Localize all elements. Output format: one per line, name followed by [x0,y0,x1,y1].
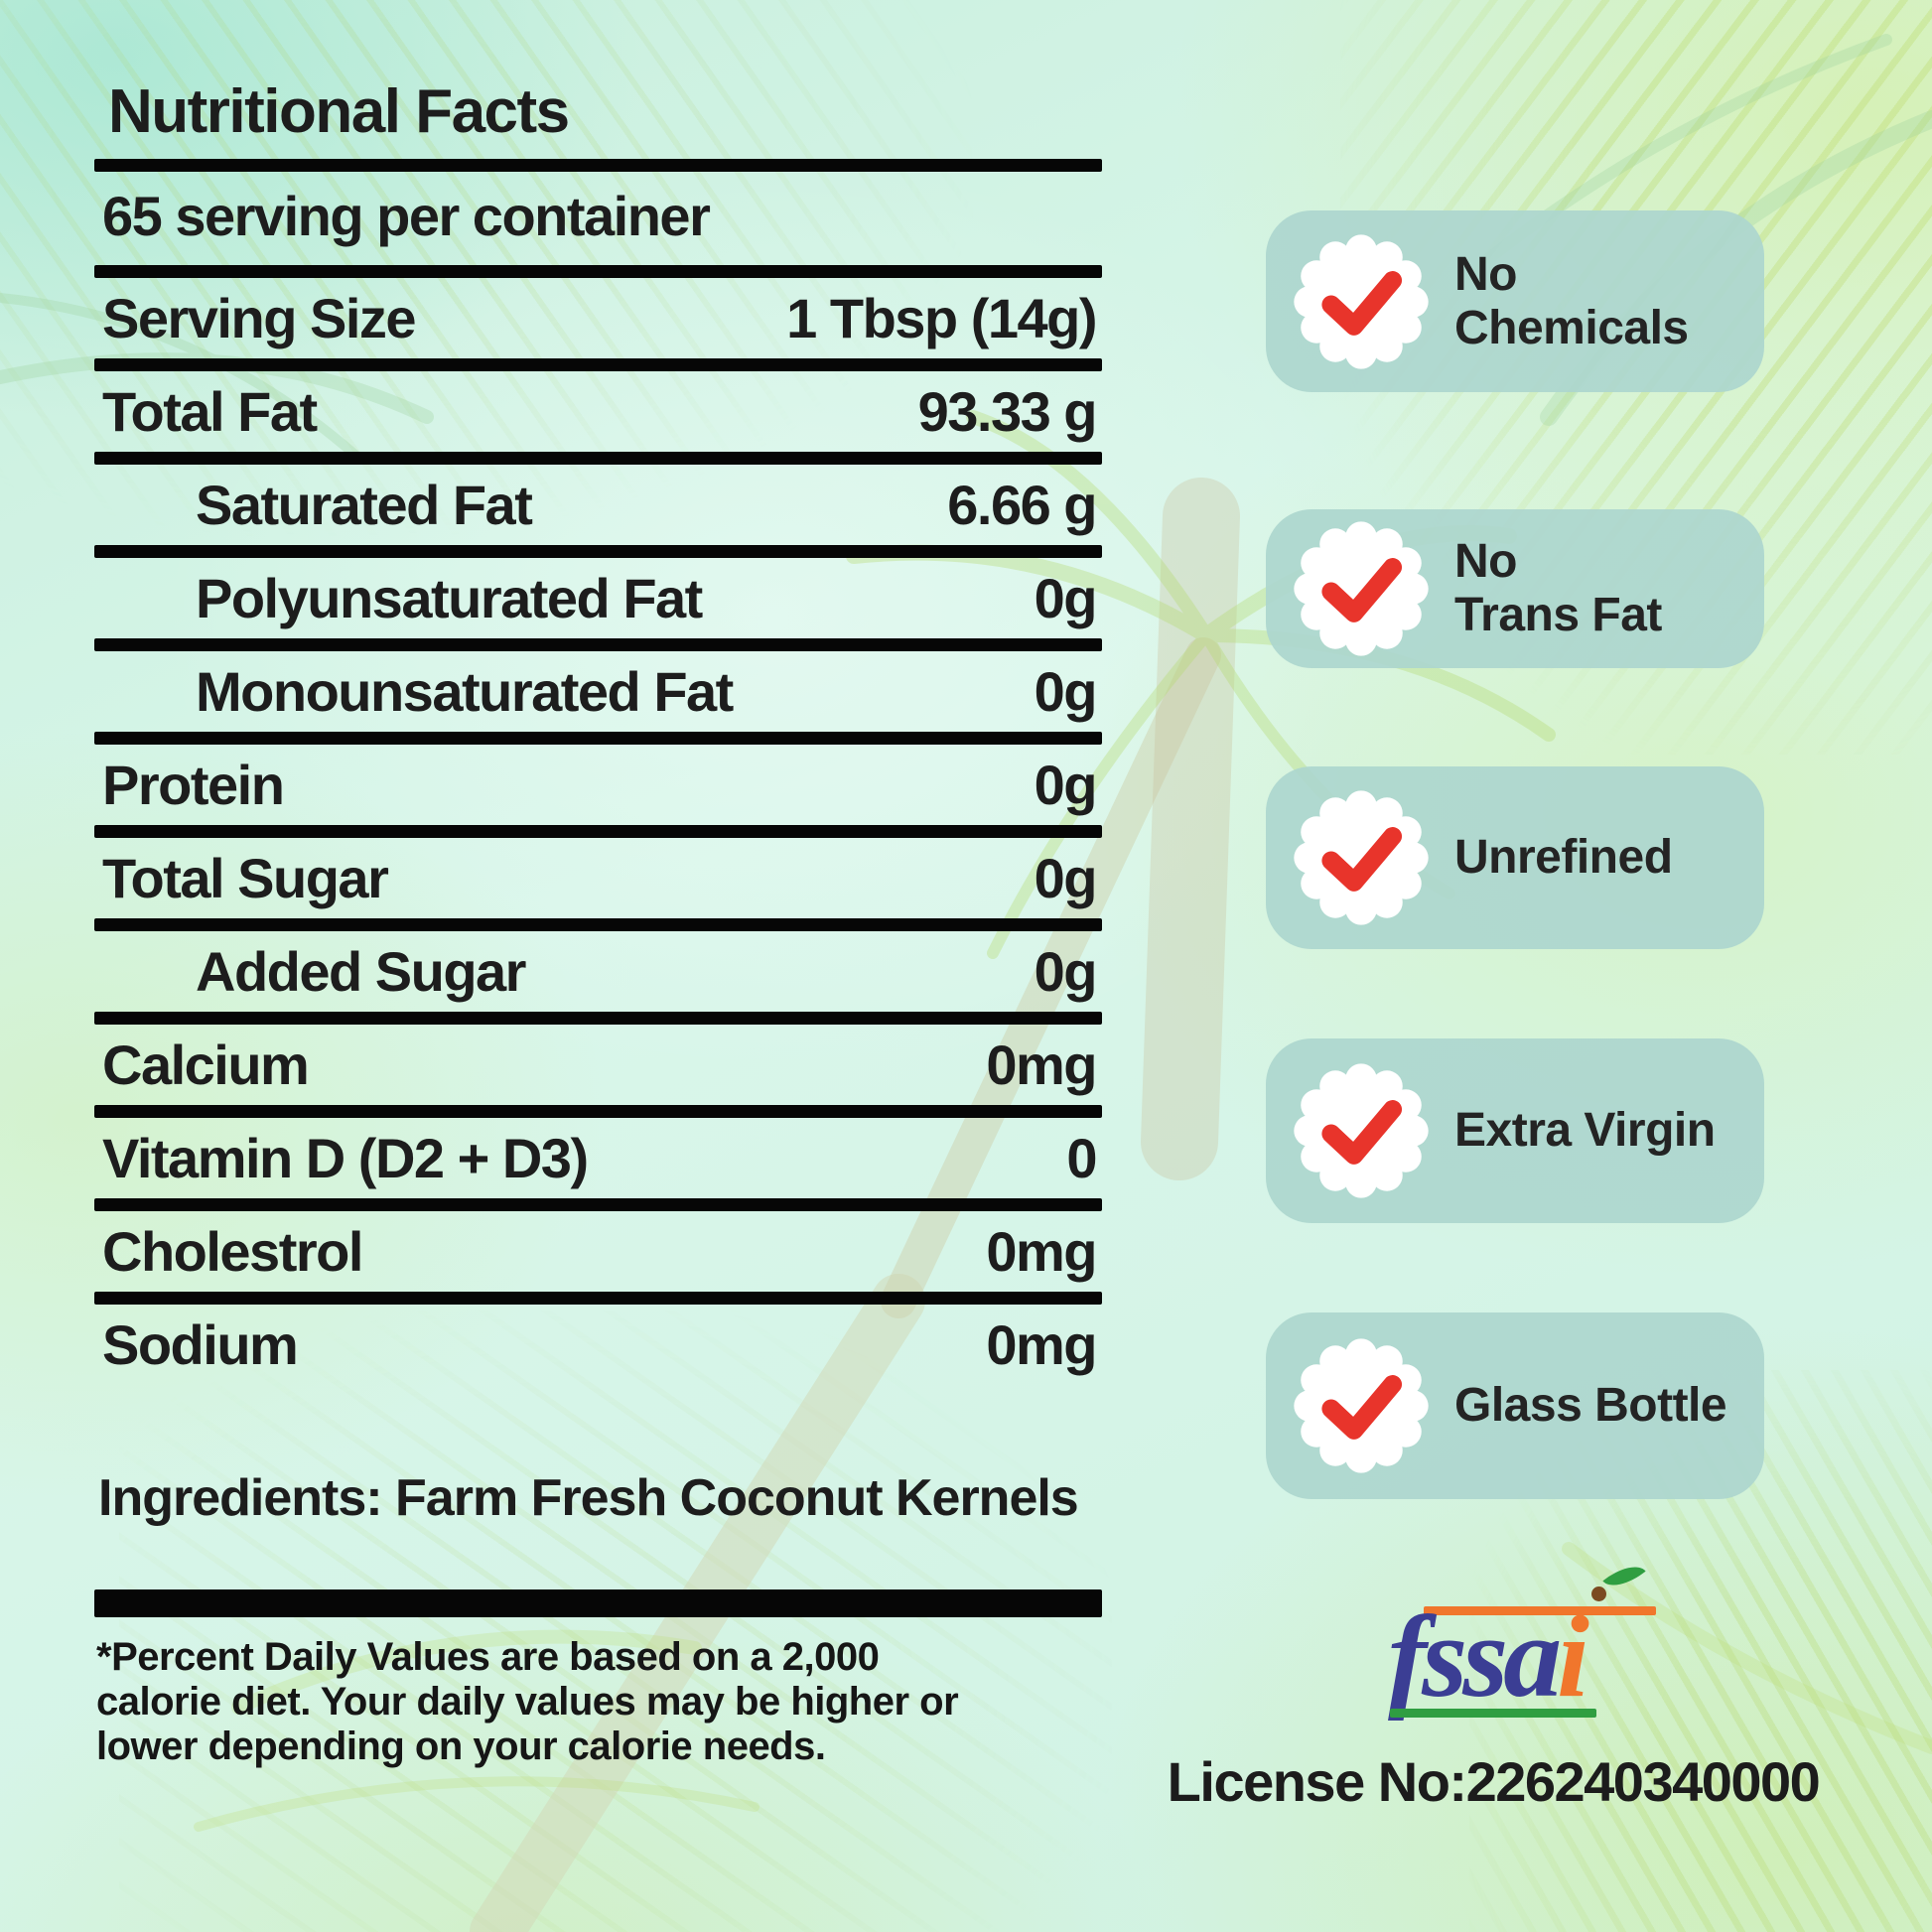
fssai-seed-dot [1591,1587,1606,1601]
row-label: Protein [102,754,285,816]
badge-label: No Trans Fat [1454,535,1662,641]
row-value: 6.66 g [947,474,1097,536]
row-value: 0mg [986,1313,1097,1376]
divider [94,1012,1102,1025]
row-value: 0g [1034,567,1098,629]
fssai-orange-bar [1424,1606,1656,1615]
daily-values-footnote: *Percent Daily Values are based on a 2,0… [96,1635,1102,1770]
footnote-line: *Percent Daily Values are based on a 2,0… [96,1635,880,1679]
check-seal-icon [1294,1338,1429,1473]
row-label: Serving Size [102,287,417,349]
row-label: Calcium [102,1034,310,1096]
fssai-logo-text: fssai [1388,1591,1589,1722]
row-value: 0g [1034,660,1098,723]
nutrition-row-added-sugar: Added Sugar 0g [94,931,1102,1012]
divider [94,638,1102,651]
nutrition-row-polyunsaturated-fat: Polyunsaturated Fat 0g [94,558,1102,638]
nutrition-title: Nutritional Facts [108,77,570,146]
badge-label: No Chemicals [1454,247,1689,354]
badge-extra-virgin: Extra Virgin [1266,1038,1764,1223]
badge-glass-bottle: Glass Bottle [1266,1312,1764,1499]
divider [94,918,1102,931]
divider [94,732,1102,745]
row-value: 0g [1034,754,1098,816]
nutrition-row-saturated-fat: Saturated Fat 6.66 g [94,465,1102,545]
badge-label: Extra Virgin [1454,1104,1716,1158]
nutrition-row-calcium: Calcium 0mg [94,1025,1102,1105]
row-label: Cholestrol [102,1220,363,1283]
check-seal-icon [1294,233,1429,369]
ingredients-line: Ingredients: Farm Fresh Coconut Kernels [98,1469,1079,1527]
row-label: Sodium [102,1313,299,1376]
badge-no-trans-fat: No Trans Fat [1266,509,1764,668]
divider [94,1292,1102,1305]
divider [94,452,1102,465]
divider-thick [94,1589,1102,1617]
footnote-line: lower depending on your calorie needs. [96,1725,826,1769]
check-seal-icon [1294,790,1429,925]
license-number: License No:226240340000 [1167,1750,1821,1813]
nutrition-row-vitamin-d: Vitamin D (D2 + D3) 0 [94,1118,1102,1198]
row-label: Monounsaturated Fat [196,660,734,723]
footnote-line: calorie diet. Your daily values may be h… [96,1680,959,1725]
divider [94,265,1102,278]
nutrition-row-protein: Protein 0g [94,745,1102,825]
badge-label: Glass Bottle [1454,1379,1727,1433]
badge-unrefined: Unrefined [1266,766,1764,949]
badge-label: Unrefined [1454,831,1673,885]
row-value: 1 Tbsp (14g) [786,287,1097,349]
row-value: 0g [1034,847,1098,909]
servings-per-container: 65 serving per container [102,185,711,247]
row-value: 0mg [986,1220,1097,1283]
row-label: Total Fat [102,380,318,443]
divider [94,358,1102,371]
row-label: Polyunsaturated Fat [196,567,703,629]
divider [94,1198,1102,1211]
check-seal-icon [1294,1063,1429,1198]
row-label: Saturated Fat [196,474,533,536]
row-label: Vitamin D (D2 + D3) [102,1127,589,1189]
row-value: 93.33 g [917,380,1098,443]
row-value: 0mg [986,1034,1097,1096]
nutrition-facts-panel: Nutritional Facts 65 serving per contain… [94,60,1102,1770]
divider [94,825,1102,838]
divider [94,545,1102,558]
check-seal-icon [1294,521,1429,656]
fssai-logo: fssai [1388,1556,1666,1722]
nutrition-row-cholestrol: Cholestrol 0mg [94,1211,1102,1292]
nutrition-row-sodium: Sodium 0mg [94,1305,1102,1385]
nutrition-row-serving-size: Serving Size 1 Tbsp (14g) [94,278,1102,358]
divider [94,159,1102,172]
nutrition-row-monounsaturated-fat: Monounsaturated Fat 0g [94,651,1102,732]
nutrition-row-total-fat: Total Fat 93.33 g [94,371,1102,452]
row-label: Total Sugar [102,847,389,909]
row-label: Added Sugar [196,940,526,1003]
fssai-green-underline [1390,1709,1596,1718]
divider [94,1105,1102,1118]
nutrition-row-total-sugar: Total Sugar 0g [94,838,1102,918]
row-value: 0 [1066,1127,1097,1189]
badge-no-chemicals: No Chemicals [1266,210,1764,392]
row-value: 0g [1034,940,1098,1003]
